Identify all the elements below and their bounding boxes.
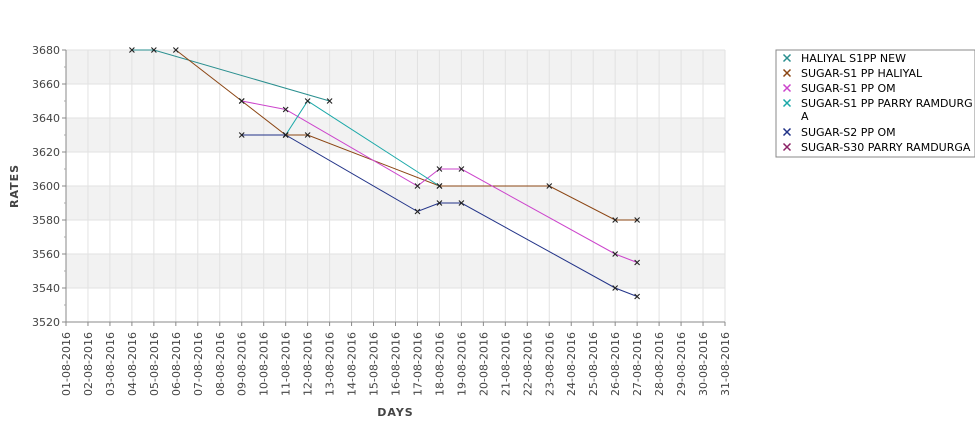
data-point [546, 183, 553, 189]
data-point [282, 106, 289, 113]
data-point [612, 285, 619, 291]
legend-marker [782, 142, 792, 152]
x-tick-label: 23-08-2016 [543, 332, 556, 396]
data-point [238, 98, 245, 104]
x-tick-label: 08-08-2016 [214, 332, 227, 396]
x-tick-label: 28-08-2016 [653, 332, 666, 396]
x-tick-label: 15-08-2016 [368, 332, 381, 396]
x-tick-label: 12-08-2016 [302, 332, 315, 396]
x-tick-label: 27-08-2016 [631, 332, 644, 396]
x-axis-title: DAYS [377, 406, 413, 419]
y-tick-label: 3680 [32, 44, 60, 57]
data-point [436, 200, 443, 206]
data-point [436, 183, 443, 189]
y-tick-label: 3580 [32, 214, 60, 227]
y-tick-label: 3660 [32, 78, 60, 91]
x-tick-label: 20-08-2016 [477, 332, 490, 396]
x-tick-label: 10-08-2016 [258, 332, 271, 396]
data-point [436, 166, 443, 172]
x-tick-label: 25-08-2016 [587, 332, 600, 396]
data-point [612, 217, 619, 223]
x-tick-label: 03-08-2016 [104, 332, 117, 396]
x-tick-label: 29-08-2016 [675, 332, 688, 396]
y-tick-label: 3540 [32, 282, 60, 295]
data-point [634, 293, 641, 300]
data-point [414, 183, 421, 189]
legend-marker [782, 83, 792, 93]
legend-label: SUGAR-S30 PARRY RAMDURGA [801, 141, 971, 154]
x-tick-label: 31-08-2016 [719, 332, 732, 396]
y-tick-label: 3600 [32, 180, 60, 193]
x-tick-label: 06-08-2016 [170, 332, 183, 396]
legend-marker [782, 127, 792, 137]
x-tick-label: 09-08-2016 [236, 332, 249, 396]
x-tick-label: 14-08-2016 [346, 332, 359, 396]
data-point [458, 200, 465, 206]
data-point [282, 132, 289, 138]
data-point [414, 208, 421, 215]
data-point [172, 47, 179, 53]
y-tick-label: 3520 [32, 316, 60, 329]
legend-label: SUGAR-S1 PP HALIYAL [801, 67, 923, 80]
x-axis: 01-08-2016 02-08-2016 03-08-2016 04-08-2016… [60, 321, 732, 396]
legend-label: SUGAR-S1 PP PARRY RAMDURG A [801, 97, 973, 123]
y-tick-label: 3620 [32, 146, 60, 159]
x-tick-label: 05-08-2016 [148, 332, 161, 396]
data-point [304, 132, 311, 138]
y-axis-title: RATES [8, 164, 21, 208]
x-tick-label: 24-08-2016 [565, 332, 578, 396]
data-point [129, 47, 135, 53]
x-tick-label: 17-08-2016 [411, 332, 424, 396]
x-tick-label: 30-08-2016 [697, 332, 710, 396]
legend-box [775, 49, 975, 158]
x-tick-label: 01-08-2016 [60, 332, 73, 396]
series-4 [238, 132, 641, 300]
legend-marker [782, 98, 792, 108]
legend-label: SUGAR-S2 PP OM [801, 126, 896, 139]
x-tick-label: 19-08-2016 [455, 332, 468, 396]
legend: HALIYAL S1PP NEW SUGAR-S1 PP HALIYAL SUGAR… [775, 49, 975, 158]
series-0 [129, 47, 333, 104]
data-point [326, 98, 333, 104]
data-point [150, 47, 157, 53]
x-tick-label: 26-08-2016 [609, 332, 622, 396]
y-tick-label: 3640 [32, 112, 60, 125]
legend-label: HALIYAL S1PP NEW [801, 52, 906, 65]
y-axis: 3520 3540 3560 3580 3600 3620 3640 3660 3680 [32, 44, 67, 329]
data-point [304, 98, 311, 104]
legend-marker [782, 68, 792, 78]
x-tick-label: 04-08-2016 [126, 332, 139, 396]
x-tick-label: 02-08-2016 [82, 332, 95, 396]
x-tick-label: 21-08-2016 [499, 332, 512, 396]
x-tick-label: 13-08-2016 [324, 332, 337, 396]
y-tick-label: 3560 [32, 248, 60, 261]
series-2 [238, 98, 641, 266]
data-point [238, 132, 245, 138]
series-layer [129, 47, 641, 300]
x-tick-label: 16-08-2016 [390, 332, 403, 396]
data-point [634, 259, 641, 266]
data-point [634, 217, 641, 223]
legend-marker [782, 53, 792, 63]
data-point [458, 166, 465, 172]
x-tick-label: 11-08-2016 [280, 332, 293, 396]
data-point [612, 251, 619, 257]
legend-label: SUGAR-S1 PP OM [801, 82, 896, 95]
x-tick-label: 07-08-2016 [192, 332, 205, 396]
x-tick-label: 18-08-2016 [433, 332, 446, 396]
x-tick-label: 22-08-2016 [521, 332, 534, 396]
